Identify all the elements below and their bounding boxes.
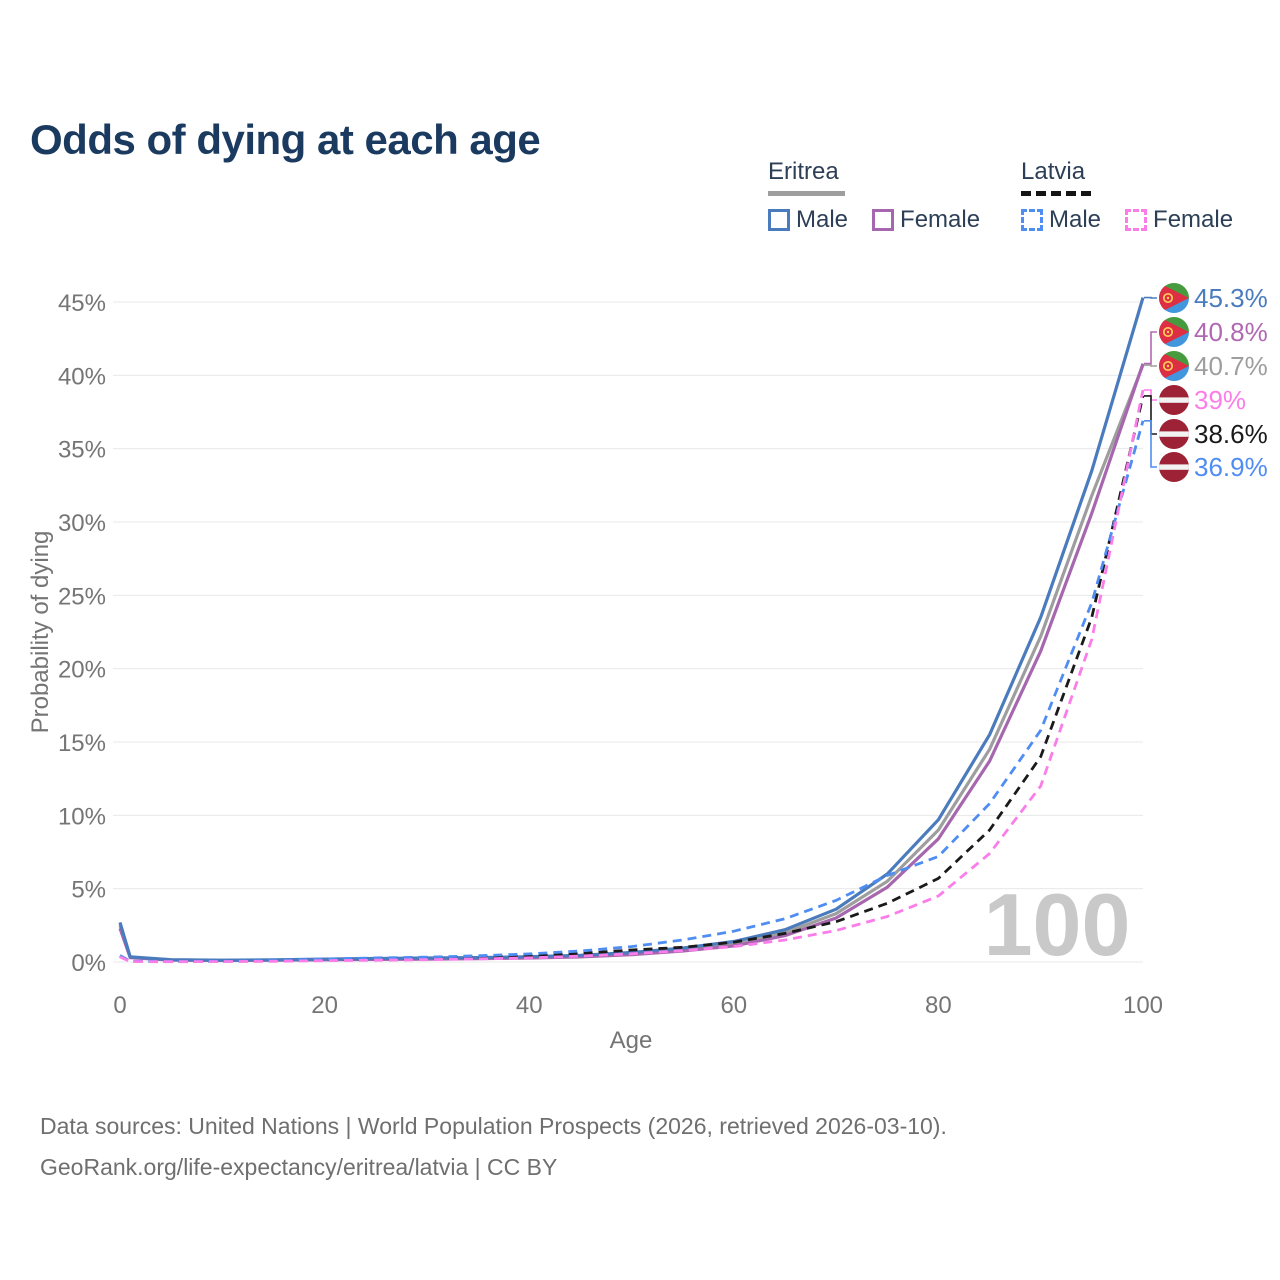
y-tick-label: 10% [58, 803, 106, 830]
legend-item-eritrea-male[interactable]: Male [768, 206, 848, 234]
legend-group-latvia: Latvia Male Female [1021, 158, 1233, 234]
eritrea-female-swatch-icon [872, 209, 895, 231]
footer-attribution: GeoRank.org/life-expectancy/eritrea/latv… [40, 1154, 558, 1180]
y-tick-label: 40% [58, 363, 106, 390]
end-label-connector-eritrea-female [1144, 331, 1157, 365]
end-label-eritrea-total: 40.7% [1194, 351, 1268, 381]
y-tick-label: 30% [58, 510, 106, 537]
legend-latvia-male-label: Male [1049, 206, 1102, 233]
end-label-eritrea-male: 45.3% [1194, 283, 1268, 313]
y-tick-label: 25% [58, 583, 106, 610]
y-tick-label: 35% [58, 437, 106, 464]
eritrea-flag-icon [1159, 283, 1189, 313]
latvia-male-swatch-icon [1021, 209, 1043, 231]
eritrea-flag-icon [1159, 317, 1189, 347]
latvia-female-swatch-icon [1125, 209, 1148, 231]
y-axis-title: Probability of dying [27, 531, 54, 734]
x-tick-label: 60 [720, 992, 747, 1019]
footer-data-sources: Data sources: United Nations | World Pop… [40, 1113, 947, 1139]
end-label-latvia-female: 39% [1194, 385, 1246, 415]
y-tick-label: 45% [58, 290, 106, 317]
legend-group-eritrea: Eritrea Male Female [768, 158, 980, 234]
legend-item-latvia-female[interactable]: Female [1125, 206, 1233, 234]
x-axis-title: Age [610, 1027, 653, 1054]
x-tick-label: 80 [925, 992, 952, 1019]
series-line-eritrea-female[interactable] [118, 363, 1145, 963]
series-line-eritrea-total[interactable] [118, 364, 1145, 963]
legend-item-eritrea-female[interactable]: Female [872, 206, 980, 234]
x-tick-label: 20 [311, 992, 338, 1019]
legend-latvia-label[interactable]: Latvia [1021, 158, 1092, 196]
footer: Data sources: United Nations | World Pop… [40, 1106, 947, 1188]
y-tick-label: 5% [71, 877, 106, 904]
end-label-connector-eritrea-total [1144, 364, 1157, 367]
end-label-latvia-total: 38.6% [1194, 419, 1268, 449]
end-label-eritrea-female: 40.8% [1194, 317, 1268, 347]
series-line-latvia-male[interactable] [119, 420, 1145, 963]
legend-latvia-female-label: Female [1153, 206, 1234, 233]
legend-eritrea-label[interactable]: Eritrea [768, 158, 845, 196]
page-title: Odds of dying at each age [30, 116, 541, 164]
x-tick-label: 0 [113, 992, 126, 1019]
watermark-age: 100 [984, 875, 1131, 974]
legend-item-latvia-male[interactable]: Male [1021, 206, 1101, 234]
series-line-latvia-female[interactable] [119, 389, 1145, 964]
latvia-flag-icon [1159, 385, 1189, 415]
eritrea-flag-icon [1159, 351, 1189, 381]
latvia-flag-icon [1159, 452, 1189, 482]
legend-eritrea-female-label: Female [900, 206, 981, 233]
y-tick-label: 15% [58, 730, 106, 757]
x-tick-label: 100 [1123, 992, 1163, 1019]
series-line-latvia-total[interactable] [119, 395, 1145, 963]
latvia-flag-icon [1159, 419, 1189, 449]
y-tick-label: 0% [71, 950, 106, 977]
series-line-eritrea-male[interactable] [118, 297, 1145, 962]
end-label-connector-latvia-total [1144, 395, 1157, 435]
eritrea-male-swatch-icon [768, 209, 790, 231]
end-label-connector-latvia-male [1144, 420, 1157, 468]
x-tick-label: 40 [516, 992, 543, 1019]
y-tick-label: 20% [58, 657, 106, 684]
end-label-connector-latvia-female [1144, 389, 1157, 401]
legend-eritrea-male-label: Male [796, 206, 849, 233]
end-label-latvia-male: 36.9% [1194, 452, 1268, 482]
